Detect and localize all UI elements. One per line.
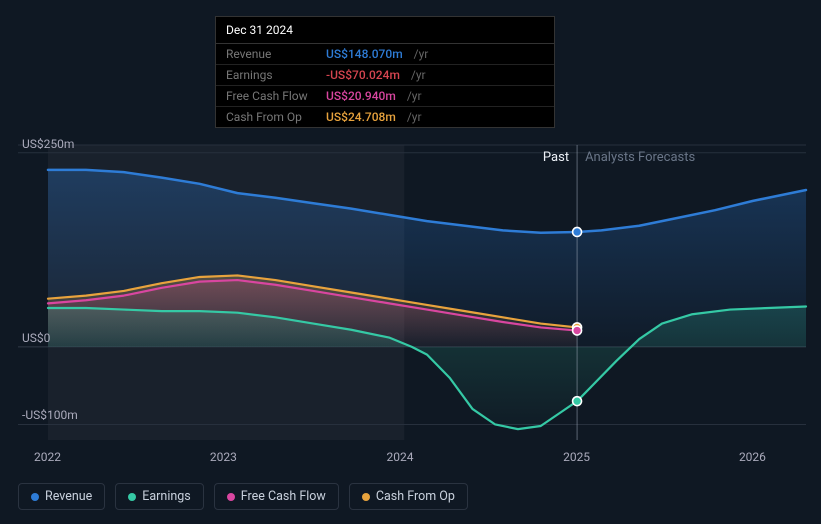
tooltip-row-value: -US$70.024m <box>326 68 400 82</box>
y-axis-label: US$0 <box>22 331 50 345</box>
tooltip-row: Cash From Op US$24.708m/yr <box>216 107 554 127</box>
tooltip-row-suffix: /yr <box>411 68 426 82</box>
tooltip-row-value: US$148.070m <box>326 47 403 61</box>
chart-tooltip: Dec 31 2024 RevenueUS$148.070m/yrEarning… <box>215 16 555 128</box>
legend-dot-icon <box>227 493 235 501</box>
tooltip-row: Revenue US$148.070m/yr <box>216 44 554 65</box>
period-label-forecast: Analysts Forecasts <box>585 150 695 165</box>
y-axis-label: US$250m <box>22 137 74 151</box>
tooltip-row-suffix: /yr <box>407 110 422 124</box>
tooltip-row-suffix: /yr <box>407 89 422 103</box>
period-label-past: Past <box>543 150 569 165</box>
legend-item-label: Revenue <box>45 489 92 504</box>
y-axis-label: -US$100m <box>22 408 78 422</box>
tooltip-row-suffix: /yr <box>414 47 429 61</box>
tooltip-date: Dec 31 2024 <box>216 17 554 44</box>
tooltip-row-label: Earnings <box>226 68 318 82</box>
legend-item[interactable]: Revenue <box>18 483 105 510</box>
x-axis-label: 2025 <box>563 450 590 464</box>
financial-chart: { "tooltip": { "date": "Dec 31 2024", "r… <box>0 0 821 524</box>
x-axis-label: 2023 <box>210 450 237 464</box>
legend-item-label: Cash From Op <box>376 489 455 504</box>
tooltip-row-label: Revenue <box>226 47 318 61</box>
legend-dot-icon <box>128 493 136 501</box>
legend-item[interactable]: Earnings <box>115 483 203 510</box>
tooltip-row-value: US$24.708m <box>326 110 396 124</box>
tooltip-row: Earnings -US$70.024m/yr <box>216 65 554 86</box>
tooltip-row-value: US$20.940m <box>326 89 396 103</box>
legend-dot-icon <box>31 493 39 501</box>
legend-item-label: Free Cash Flow <box>241 489 326 504</box>
legend-dot-icon <box>362 493 370 501</box>
tooltip-row-label: Cash From Op <box>226 110 318 124</box>
tooltip-row: Free Cash Flow US$20.940m/yr <box>216 86 554 107</box>
x-axis-label: 2022 <box>34 450 61 464</box>
chart-legend: Revenue Earnings Free Cash Flow Cash From O… <box>18 483 468 510</box>
legend-item-label: Earnings <box>142 489 190 504</box>
legend-item[interactable]: Cash From Op <box>349 483 468 510</box>
x-axis-label: 2026 <box>739 450 766 464</box>
tooltip-row-label: Free Cash Flow <box>226 89 318 103</box>
legend-item[interactable]: Free Cash Flow <box>214 483 339 510</box>
x-axis-label: 2024 <box>386 450 413 464</box>
